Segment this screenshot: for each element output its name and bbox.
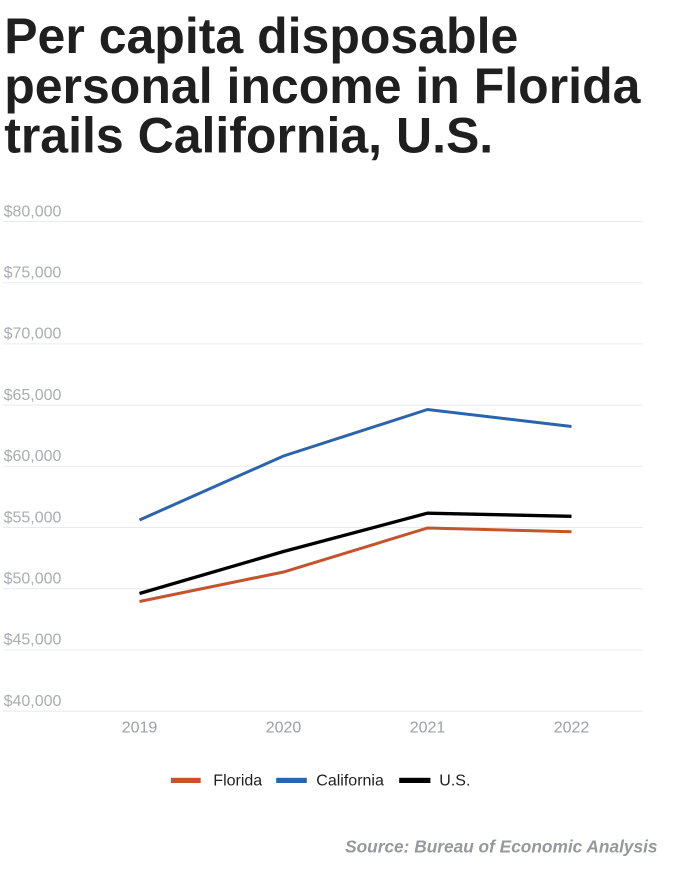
svg-text:U.S.: U.S.: [439, 773, 470, 790]
svg-text:2021: 2021: [410, 720, 446, 737]
svg-text:California: California: [316, 773, 384, 790]
svg-text:$50,000: $50,000: [4, 571, 62, 588]
svg-text:$70,000: $70,000: [4, 326, 62, 343]
svg-text:$75,000: $75,000: [4, 265, 62, 282]
svg-text:$80,000: $80,000: [4, 203, 62, 220]
svg-text:2020: 2020: [266, 720, 302, 737]
svg-text:Source: Bureau of Economic Ana: Source: Bureau of Economic Analysis: [345, 836, 658, 856]
svg-text:$60,000: $60,000: [4, 448, 62, 465]
svg-text:Florida: Florida: [213, 773, 262, 790]
svg-text:$65,000: $65,000: [4, 387, 62, 404]
svg-text:Per capita disposable: Per capita disposable: [4, 8, 518, 64]
svg-text:2019: 2019: [122, 720, 158, 737]
svg-text:trails California, U.S.: trails California, U.S.: [4, 108, 493, 164]
svg-text:$55,000: $55,000: [4, 509, 62, 526]
svg-text:personal income in Florida: personal income in Florida: [4, 58, 641, 114]
svg-text:$40,000: $40,000: [4, 693, 62, 710]
svg-text:2022: 2022: [554, 720, 590, 737]
svg-text:$45,000: $45,000: [4, 632, 62, 649]
